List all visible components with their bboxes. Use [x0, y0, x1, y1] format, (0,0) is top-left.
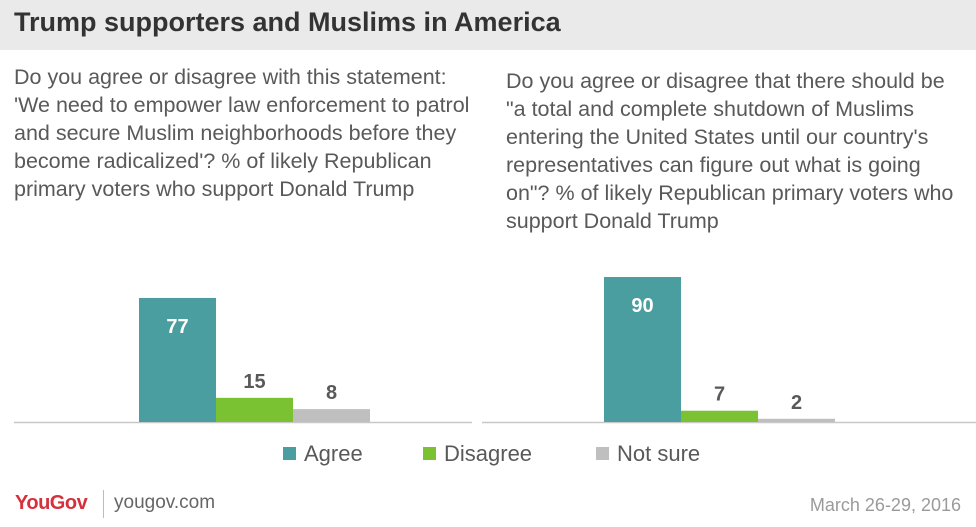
legend-label-not-sure: Not sure [617, 441, 701, 466]
legend-item-disagree: Disagree [423, 441, 532, 469]
chart-1-value-disagree: 15 [243, 371, 265, 393]
chart-2-bar-agree [604, 277, 681, 422]
footer-url[interactable]: yougov.com [114, 492, 216, 513]
legend-item-not-sure: Not sure [596, 441, 700, 469]
legend-swatch-agree [283, 447, 296, 460]
chart-2-bar-disagree [681, 410, 758, 422]
chart-1-value-agree: 77 [166, 316, 188, 338]
chart-2-value-agree: 90 [631, 295, 653, 317]
legend-label-agree: Agree [304, 441, 363, 466]
legend-swatch-disagree [423, 447, 436, 460]
chart-2-question: Do you agree or disagree that there shou… [506, 69, 954, 233]
chart-1-bar-disagree [216, 397, 293, 422]
chart-2-value-not-sure: 2 [791, 392, 802, 414]
legend-label-disagree: Disagree [444, 441, 533, 466]
chart-1-value-not-sure: 8 [326, 382, 337, 404]
footer-divider [103, 490, 104, 518]
footer-date: March 26-29, 2016 [809, 495, 961, 515]
chart-2-bar-not-sure [758, 418, 835, 422]
page-title: Trump supporters and Muslims in America [14, 7, 561, 37]
chart-1-bar-agree [139, 297, 216, 422]
bar-charts: 77 15 8 90 7 2 [14, 277, 976, 424]
chart-1-question: Do you agree or disagree with this state… [14, 65, 470, 201]
legend-item-agree: Agree [283, 441, 363, 469]
title-bar: Trump supporters and Muslims in America [0, 0, 976, 50]
yougov-logo: YouGov [15, 492, 88, 514]
chart-1-bar-not-sure [293, 409, 370, 422]
chart-2-value-disagree: 7 [714, 384, 725, 406]
legend-swatch-not-sure [596, 447, 609, 460]
